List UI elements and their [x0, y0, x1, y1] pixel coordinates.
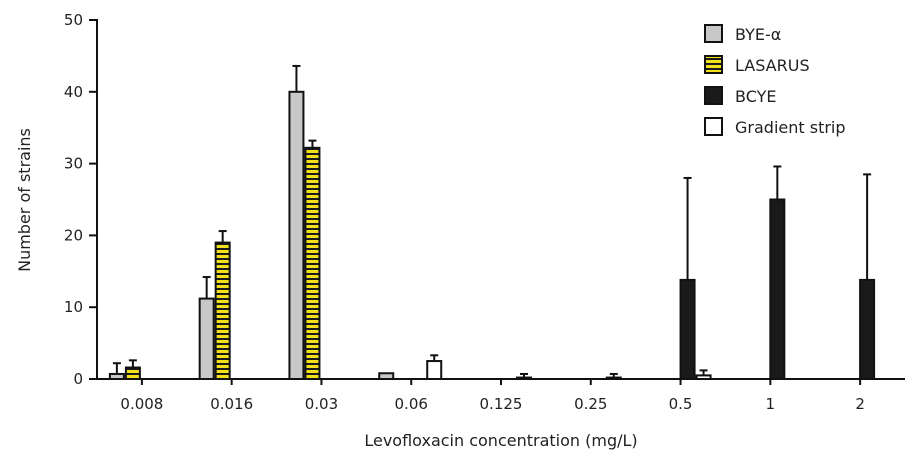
bar-bcye	[679, 278, 696, 380]
x-tick-label: 0.008	[120, 395, 163, 413]
legend-label-bye: BYE-α	[735, 25, 781, 44]
bar-bye	[288, 90, 305, 381]
legend-swatch-bcye	[704, 86, 723, 105]
legend-label-gradient-strip: Gradient strip	[735, 118, 846, 137]
x-tick-label: 0.016	[210, 395, 253, 413]
bar-lasarus	[304, 146, 321, 380]
bar-bye	[198, 297, 215, 381]
x-tick-label: 2	[855, 395, 865, 413]
x-tick-label: 0.5	[669, 395, 693, 413]
legend-label-lasarus: LASARUS	[735, 56, 810, 75]
bar-gradient-strip	[605, 376, 622, 380]
x-tick-label: 1	[766, 395, 776, 413]
bar-lasarus	[214, 241, 231, 380]
legend-label-bcye: BCYE	[735, 87, 776, 106]
bar-gradient-strip	[516, 376, 532, 380]
y-tick-label: 10	[64, 298, 83, 316]
bar-gradient-strip	[426, 360, 443, 380]
bar-bye	[108, 372, 125, 380]
y-tick-label: 0	[73, 370, 83, 388]
tick-labels: 0 10 20 30 40 50 0.008 0.016 0.03 0.06 0.125 0.25 0.…	[64, 11, 865, 413]
x-tick-label: 0.03	[305, 395, 338, 413]
legend-swatch-gradient-strip	[704, 117, 723, 136]
bar-bcye	[859, 278, 876, 380]
legend-swatch-lasarus	[704, 55, 723, 74]
legend-swatch-bye	[704, 24, 723, 43]
bar-bcye	[769, 198, 786, 380]
bar-bye	[378, 372, 395, 381]
x-tick-label: 0.125	[480, 395, 523, 413]
x-tick-label: 0.06	[395, 395, 428, 413]
y-tick-label: 30	[64, 155, 83, 173]
x-tick-label: 0.25	[574, 395, 607, 413]
x-axis-label: Levofloxacin concentration (mg/L)	[364, 431, 637, 450]
bar-gradient-strip	[695, 374, 712, 381]
y-tick-label: 20	[64, 226, 83, 244]
bar-lasarus	[124, 366, 141, 380]
y-tick-label: 50	[64, 11, 83, 29]
legend: BYE-α LASARUS BCYE Gradient strip	[704, 24, 846, 137]
bars-group	[108, 64, 876, 381]
y-axis-label: Number of strains	[15, 128, 34, 272]
y-tick-label: 40	[64, 83, 83, 101]
